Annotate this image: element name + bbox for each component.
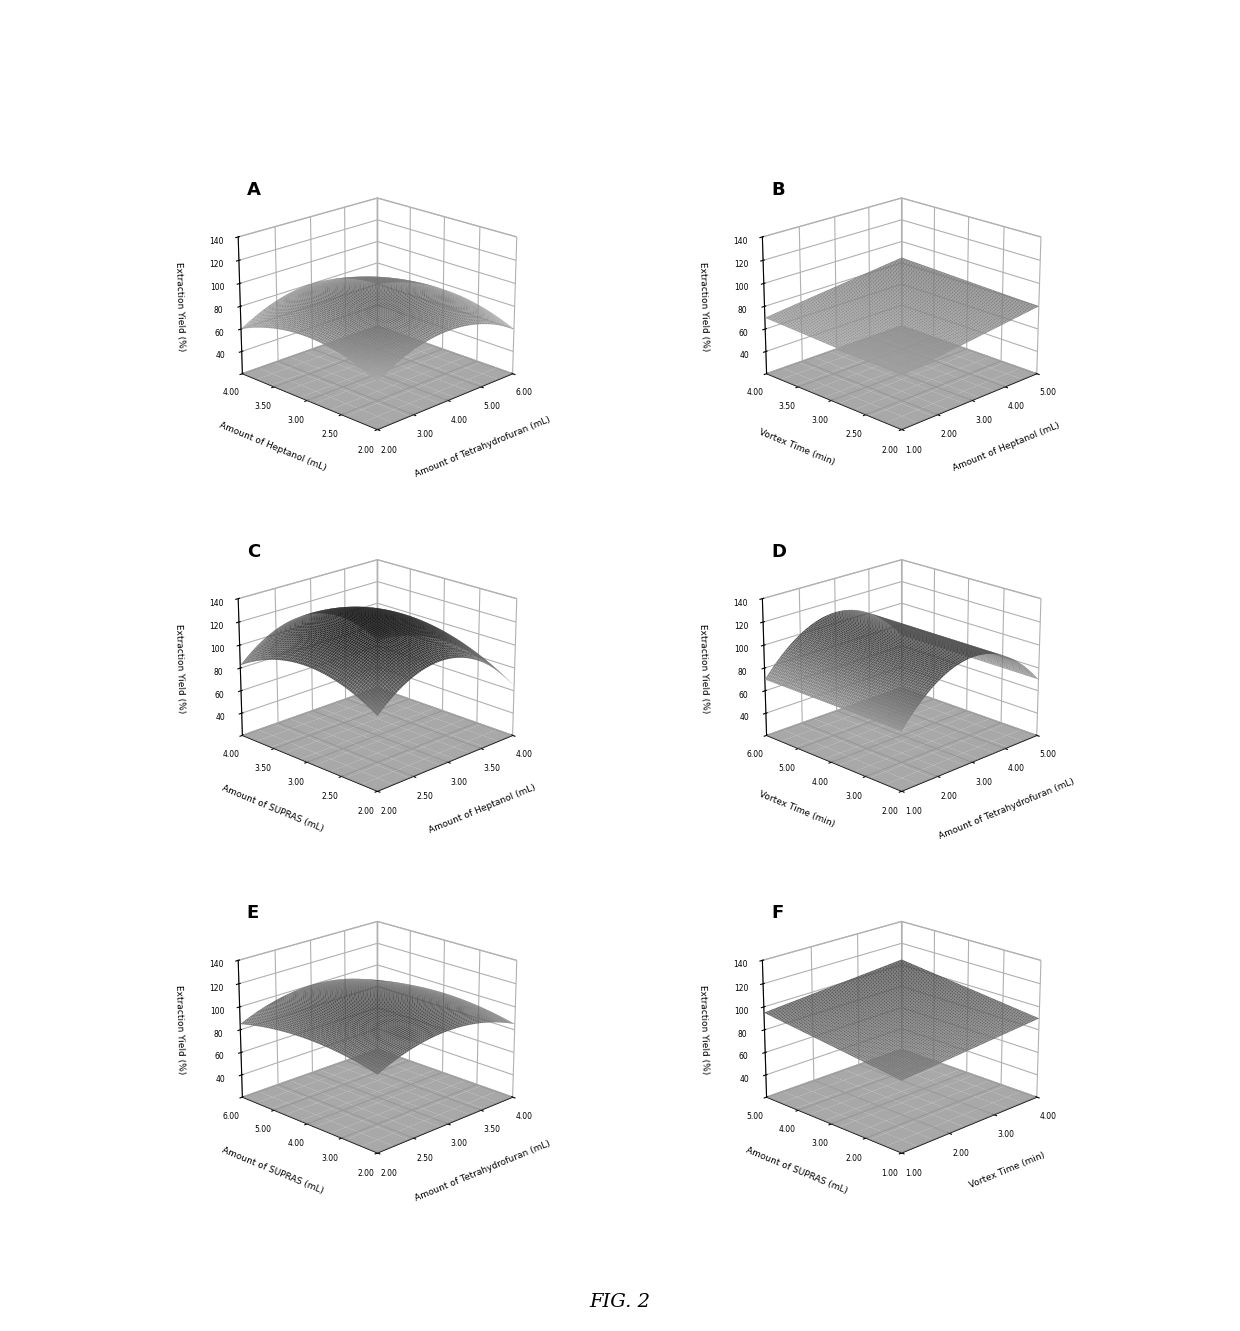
Text: D: D [771,543,786,560]
Y-axis label: Amount of SUPRAS (mL): Amount of SUPRAS (mL) [221,1146,325,1195]
Text: B: B [771,181,785,198]
X-axis label: Amount of Heptanol (mL): Amount of Heptanol (mL) [428,783,537,835]
Y-axis label: Vortex Time (min): Vortex Time (min) [758,789,836,828]
X-axis label: Amount of Tetrahydrofuran (mL): Amount of Tetrahydrofuran (mL) [413,1138,552,1202]
Text: A: A [247,181,260,198]
X-axis label: Amount of Tetrahydrofuran (mL): Amount of Tetrahydrofuran (mL) [937,777,1076,841]
Text: C: C [247,543,260,560]
Y-axis label: Amount of SUPRAS (mL): Amount of SUPRAS (mL) [221,784,325,833]
Text: FIG. 2: FIG. 2 [589,1292,651,1311]
X-axis label: Vortex Time (min): Vortex Time (min) [967,1151,1047,1190]
Text: F: F [771,904,784,922]
Y-axis label: Amount of SUPRAS (mL): Amount of SUPRAS (mL) [744,1146,848,1195]
Text: E: E [247,904,259,922]
X-axis label: Amount of Tetrahydrofuran (mL): Amount of Tetrahydrofuran (mL) [413,415,552,479]
Y-axis label: Vortex Time (min): Vortex Time (min) [758,427,836,467]
X-axis label: Amount of Heptanol (mL): Amount of Heptanol (mL) [952,421,1061,473]
Y-axis label: Amount of Heptanol (mL): Amount of Heptanol (mL) [218,421,327,473]
